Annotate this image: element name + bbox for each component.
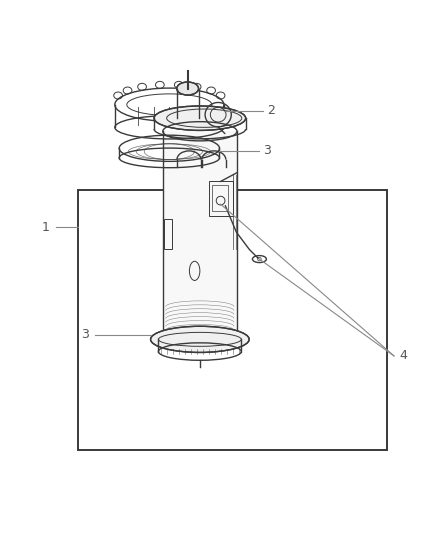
Text: 2: 2 [267, 104, 275, 117]
Bar [208, 181, 232, 216]
Text: 3: 3 [81, 328, 88, 342]
Text: 1: 1 [42, 221, 49, 234]
Bar [164, 219, 172, 249]
Text: 3: 3 [262, 144, 270, 157]
Ellipse shape [150, 326, 249, 352]
Ellipse shape [154, 106, 245, 131]
Bar [162, 131, 237, 336]
Bar [212, 185, 228, 211]
Ellipse shape [177, 82, 198, 95]
Bar [78, 190, 387, 450]
Text: 4: 4 [398, 350, 406, 362]
